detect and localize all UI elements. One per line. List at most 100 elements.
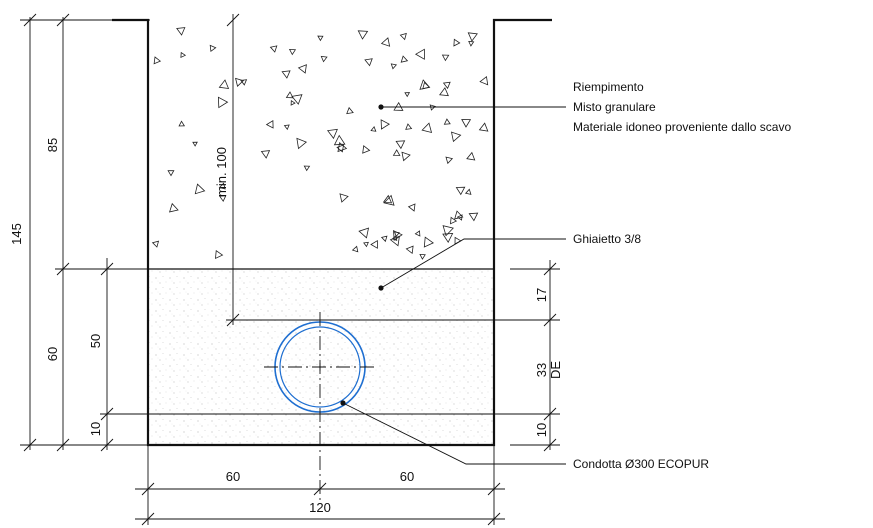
aggregate-symbol (209, 44, 217, 53)
aggregate-symbol (442, 233, 454, 243)
aggregate-symbol (192, 141, 198, 147)
dim-half-right: 60 (400, 469, 414, 484)
aggregate-symbol (393, 230, 403, 241)
aggregate-symbol (169, 202, 179, 213)
aggregate-symbol (389, 235, 400, 247)
aggregate-symbol (218, 182, 226, 190)
aggregate-symbol (357, 30, 369, 40)
aggregate-symbol (443, 118, 451, 125)
dim-half-left: 60 (226, 469, 240, 484)
aggregate-symbol (401, 151, 411, 162)
aggregate-symbol (414, 230, 421, 237)
right-dimensions (510, 260, 560, 452)
aggregate-symbol (217, 96, 229, 109)
aggregate-symbol (176, 27, 186, 36)
aggregate-symbol (296, 137, 308, 150)
aggregate-symbol (423, 236, 434, 248)
dim-right-bottom: 10 (534, 423, 549, 437)
gravel-bed (148, 269, 494, 444)
aggregate-symbol (167, 170, 175, 177)
aggregate-symbol (479, 75, 489, 86)
aggregate-symbol (281, 70, 291, 79)
aggregate-symbol (453, 38, 461, 47)
aggregate-symbol (419, 253, 426, 260)
aggregate-symbol (468, 212, 479, 222)
aggregate-symbol (180, 51, 187, 59)
dim-upper-height: 85 (45, 138, 60, 152)
label-fill-line3: Materiale idoneo proveniente dallo scavo (573, 120, 791, 134)
aggregate-symbol (421, 122, 433, 134)
aggregate-symbol (382, 194, 393, 204)
aggregate-symbol (240, 79, 248, 86)
label-gravel: Ghiaietto 3/8 (573, 232, 641, 246)
aggregate-symbol (478, 122, 489, 132)
aggregate-symbol (383, 194, 395, 206)
aggregate-symbol (215, 249, 224, 260)
min-cover-dimension (226, 13, 240, 327)
aggregate-symbol (400, 55, 409, 63)
aggregate-symbol (445, 156, 454, 165)
aggregate-symbol (468, 41, 475, 47)
aggregate-symbol (317, 35, 324, 42)
aggregate-symbol (404, 92, 411, 98)
dim-min-cover: min. 100 (214, 147, 229, 197)
aggregate-symbol (326, 128, 338, 140)
aggregate-symbol (461, 119, 472, 128)
aggregate-symbol (337, 141, 348, 153)
dim-pipe-de-unit: DE (548, 361, 563, 379)
pipe-section (264, 312, 376, 500)
aggregate-symbol (450, 216, 458, 225)
aggregate-symbol (407, 203, 416, 212)
left-dimensions (20, 13, 150, 452)
aggregate-symbol (285, 91, 294, 99)
dim-gravel-over-pipe: 17 (534, 288, 549, 302)
aggregate-symbol (380, 235, 388, 243)
aggregate-symbol (370, 239, 378, 249)
aggregate-symbol (178, 120, 186, 127)
aggregate-symbol (414, 48, 425, 60)
aggregate-symbol (218, 79, 230, 89)
dim-bed-bottom: 10 (88, 422, 103, 436)
aggregate-symbol (288, 48, 297, 56)
aggregate-symbol (260, 150, 271, 159)
aggregate-symbol (351, 245, 359, 253)
aggregate-symbol (467, 32, 478, 42)
aggregate-symbol (442, 225, 454, 237)
aggregate-symbol (283, 124, 290, 131)
dim-pipe-de-value: 33 (534, 363, 549, 377)
aggregate-symbol (333, 134, 346, 146)
aggregate-symbol (370, 125, 377, 132)
aggregate-symbol (151, 240, 160, 248)
aggregate-symbol (218, 195, 227, 202)
aggregate-symbol (235, 77, 245, 87)
aggregate-symbol (466, 151, 476, 161)
aggregate-symbol (464, 188, 472, 195)
aggregate-symbol (153, 56, 162, 65)
label-pipe: Condotta Ø300 ECOPUR (573, 457, 709, 471)
aggregate-symbol (336, 144, 345, 153)
aggregate-symbol (346, 106, 354, 115)
aggregate-symbol (290, 99, 296, 106)
aggregate-symbol (442, 81, 451, 90)
aggregate-symbol (339, 193, 349, 203)
aggregate-symbol (364, 58, 373, 67)
aggregate-symbol (362, 145, 371, 154)
dim-total-height: 145 (9, 223, 24, 245)
aggregate-symbol (297, 64, 307, 74)
aggregate-symbol (405, 245, 414, 255)
aggregate-symbol (455, 186, 466, 196)
aggregate-symbol (441, 54, 450, 62)
aggregate-symbol (358, 227, 370, 239)
aggregate-symbol (392, 149, 401, 156)
dim-lower-height: 60 (45, 347, 60, 361)
dim-total-width: 120 (309, 500, 331, 515)
aggregate-symbol (380, 119, 391, 130)
dim-bed-to-gravel-top: 50 (88, 334, 103, 348)
aggregate-symbol (269, 45, 278, 53)
aggregate-symbol (419, 79, 431, 90)
aggregate-symbol (265, 119, 274, 129)
aggregate-symbol (380, 37, 391, 47)
leader-lines (340, 104, 566, 465)
aggregate-symbol (454, 210, 464, 220)
